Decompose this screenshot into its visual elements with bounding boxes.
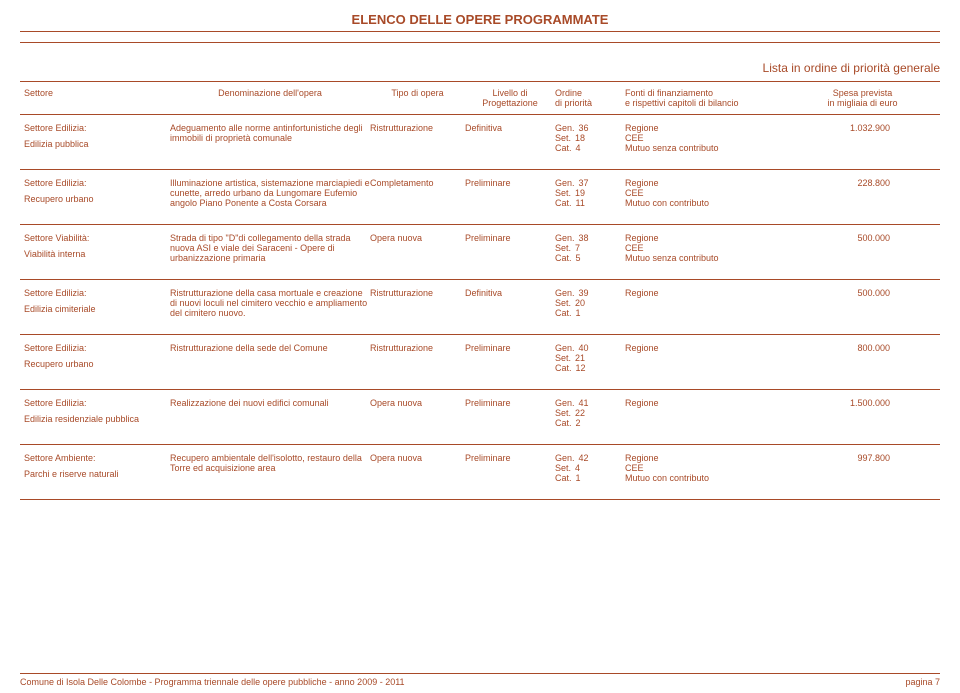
fonti-line: CEE xyxy=(625,133,805,143)
cell-livello: Preliminare xyxy=(465,453,555,463)
fonti-line: CEE xyxy=(625,463,805,473)
cell-tipo: Ristrutturazione xyxy=(370,123,465,133)
table-header: Settore Denominazione dell'opera Tipo di… xyxy=(20,81,940,115)
cell-ordine: Gen.42 Set.4 Cat.1 xyxy=(555,453,625,483)
cell-denom: Strada di tipo "D"di collegamento della … xyxy=(170,233,370,263)
cell-fonti: RegioneCEEMutuo senza contributo xyxy=(625,233,805,263)
table-row: Settore Edilizia: Recupero urbano Ristru… xyxy=(20,335,940,390)
fonti-line: Mutuo senza contributo xyxy=(625,253,805,263)
table-row: Settore Viabilità: Viabilità interna Str… xyxy=(20,225,940,280)
cell-fonti: RegioneCEEMutuo con contributo xyxy=(625,453,805,483)
footer-right: pagina 7 xyxy=(905,677,940,687)
cell-ordine: Gen.38 Set.7 Cat.5 xyxy=(555,233,625,263)
hdr-tipo: Tipo di opera xyxy=(370,88,465,108)
cell-ordine: Gen.39 Set.20 Cat.1 xyxy=(555,288,625,318)
cell-tipo: Ristrutturazione xyxy=(370,288,465,298)
page-title: ELENCO DELLE OPERE PROGRAMMATE xyxy=(0,0,960,31)
cell-spesa: 1.032.900 xyxy=(805,123,920,133)
fonti-line: Mutuo con contributo xyxy=(625,473,805,483)
subtitle: Lista in ordine di priorità generale xyxy=(0,51,960,81)
cell-settore: Settore Edilizia: Edilizia cimiteriale xyxy=(20,288,170,314)
hdr-fonti: Fonti di finanziamento e rispettivi capi… xyxy=(625,88,805,108)
cell-ordine: Gen.37 Set.19 Cat.11 xyxy=(555,178,625,208)
cell-denom: Realizzazione dei nuovi edifici comunali xyxy=(170,398,370,408)
fonti-line: Regione xyxy=(625,123,805,133)
cell-denom: Ristrutturazione della sede del Comune xyxy=(170,343,370,353)
fonti-line: Mutuo con contributo xyxy=(625,198,805,208)
cell-fonti: Regione xyxy=(625,343,805,353)
hdr-livello: Livello di Progettazione xyxy=(465,88,555,108)
fonti-line: Regione xyxy=(625,398,805,408)
fonti-line: Regione xyxy=(625,343,805,353)
cell-settore: Settore Edilizia: Edilizia residenziale … xyxy=(20,398,170,424)
cell-livello: Definitiva xyxy=(465,288,555,298)
cell-spesa: 228.800 xyxy=(805,178,920,188)
hdr-spesa: Spesa prevista in migliaia di euro xyxy=(805,88,920,108)
cell-tipo: Completamento xyxy=(370,178,465,188)
fonti-line: Regione xyxy=(625,288,805,298)
cell-livello: Preliminare xyxy=(465,343,555,353)
cell-tipo: Ristrutturazione xyxy=(370,343,465,353)
cell-denom: Ristrutturazione della casa mortuale e c… xyxy=(170,288,370,318)
cell-denom: Illuminazione artistica, sistemazione ma… xyxy=(170,178,370,208)
cell-ordine: Gen.40 Set.21 Cat.12 xyxy=(555,343,625,373)
cell-livello: Preliminare xyxy=(465,178,555,188)
table-row: Settore Edilizia: Edilizia cimiteriale R… xyxy=(20,280,940,335)
table-row: Settore Edilizia: Edilizia pubblica Adeg… xyxy=(20,115,940,170)
cell-spesa: 997.800 xyxy=(805,453,920,463)
fonti-line: Regione xyxy=(625,178,805,188)
cell-spesa: 1.500.000 xyxy=(805,398,920,408)
cell-fonti: RegioneCEEMutuo senza contributo xyxy=(625,123,805,153)
fonti-line: Regione xyxy=(625,233,805,243)
cell-ordine: Gen.36 Set.18 Cat.4 xyxy=(555,123,625,153)
hdr-ordine: Ordine di priorità xyxy=(555,88,625,108)
table-row: Settore Edilizia: Recupero urbano Illumi… xyxy=(20,170,940,225)
cell-livello: Preliminare xyxy=(465,233,555,243)
table-row: Settore Ambiente: Parchi e riserve natur… xyxy=(20,445,940,500)
cell-tipo: Opera nuova xyxy=(370,398,465,408)
fonti-line: CEE xyxy=(625,243,805,253)
cell-tipo: Opera nuova xyxy=(370,453,465,463)
cell-fonti: RegioneCEEMutuo con contributo xyxy=(625,178,805,208)
cell-denom: Adeguamento alle norme antinfortunistich… xyxy=(170,123,370,143)
fonti-line: CEE xyxy=(625,188,805,198)
cell-livello: Definitiva xyxy=(465,123,555,133)
cell-spesa: 500.000 xyxy=(805,288,920,298)
cell-denom: Recupero ambientale dell'isolotto, resta… xyxy=(170,453,370,473)
hdr-denom: Denominazione dell'opera xyxy=(170,88,370,108)
hdr-settore: Settore xyxy=(20,88,170,108)
footer-left: Comune di Isola Delle Colombe - Programm… xyxy=(20,677,405,687)
cell-livello: Preliminare xyxy=(465,398,555,408)
cell-fonti: Regione xyxy=(625,288,805,298)
table-row: Settore Edilizia: Edilizia residenziale … xyxy=(20,390,940,445)
title-rule-bottom xyxy=(20,42,940,43)
cell-spesa: 800.000 xyxy=(805,343,920,353)
cell-ordine: Gen.41 Set.22 Cat.2 xyxy=(555,398,625,428)
cell-settore: Settore Edilizia: Recupero urbano xyxy=(20,178,170,204)
footer: Comune di Isola Delle Colombe - Programm… xyxy=(20,673,940,687)
cell-fonti: Regione xyxy=(625,398,805,408)
cell-settore: Settore Edilizia: Edilizia pubblica xyxy=(20,123,170,149)
fonti-line: Mutuo senza contributo xyxy=(625,143,805,153)
cell-settore: Settore Ambiente: Parchi e riserve natur… xyxy=(20,453,170,479)
fonti-line: Regione xyxy=(625,453,805,463)
cell-settore: Settore Edilizia: Recupero urbano xyxy=(20,343,170,369)
cell-settore: Settore Viabilità: Viabilità interna xyxy=(20,233,170,259)
cell-spesa: 500.000 xyxy=(805,233,920,243)
cell-tipo: Opera nuova xyxy=(370,233,465,243)
